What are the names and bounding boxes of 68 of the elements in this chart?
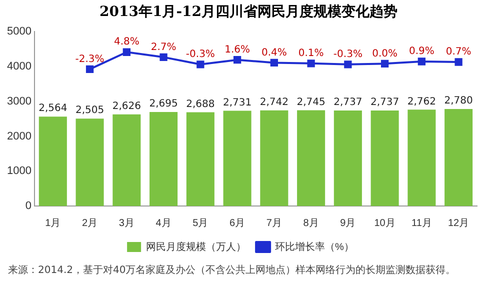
bar: [223, 110, 252, 206]
bar: [38, 116, 67, 206]
point: [380, 60, 389, 68]
data-label: 0.7%: [446, 46, 472, 58]
point: [270, 58, 278, 67]
data-label: 2.7%: [150, 42, 176, 53]
data-label: 2,505: [75, 105, 104, 116]
bar: [112, 114, 141, 206]
x-tick-label: 12月: [448, 218, 470, 229]
bar: [76, 118, 104, 206]
point: [307, 60, 315, 68]
data-label: 1.6%: [224, 44, 250, 56]
x-tick-label: 1月: [45, 218, 61, 229]
legend-label: 环比增长率（%）: [275, 240, 354, 253]
bar: [444, 109, 473, 206]
x-tick-label: 5月: [192, 218, 208, 229]
y-tick-label: 3000: [6, 95, 32, 108]
bar: [408, 110, 436, 206]
y-tick-label: 4000: [6, 60, 32, 73]
data-label: -0.3%: [333, 48, 362, 60]
data-label: 2,737: [334, 97, 362, 108]
data-label: 2,742: [260, 96, 288, 108]
point: [86, 65, 94, 74]
bar: [260, 110, 288, 206]
y-tick-label: 0: [25, 200, 32, 212]
x-tick-label: 6月: [230, 218, 246, 229]
data-label: 2,695: [149, 98, 178, 110]
data-label: 0.1%: [298, 48, 324, 60]
data-label: 0.4%: [261, 47, 287, 58]
data-label: 2,564: [38, 103, 68, 114]
x-tick-label: 7月: [266, 218, 282, 229]
bar: [370, 110, 399, 206]
x-tick-label: 8月: [303, 218, 319, 229]
point: [233, 56, 242, 64]
data-label: -2.3%: [75, 54, 104, 65]
bar: [186, 112, 214, 206]
legend-label: 网民月度规模（万人）: [146, 240, 246, 253]
bar: [334, 110, 362, 206]
point: [454, 58, 462, 66]
data-label: -0.3%: [186, 48, 215, 60]
y-tick-label: 1000: [6, 165, 32, 178]
source-note: 来源：2014.2，基于对40万名家庭及办公（不含公共上网地点）样本网络行为的长期监测数据获得。: [7, 264, 457, 278]
point: [160, 53, 168, 62]
data-label: 2,731: [222, 97, 252, 108]
x-tick-label: 4月: [156, 218, 172, 229]
data-label: 0.9%: [408, 46, 434, 58]
y-tick-label: 5000: [6, 26, 32, 38]
data-label: 0.0%: [372, 48, 398, 60]
data-label: 2,626: [112, 101, 141, 112]
bar: [150, 112, 178, 206]
x-tick-label: 2月: [82, 218, 98, 229]
bar: [297, 110, 326, 206]
data-label: 2,762: [407, 96, 436, 108]
data-label: 4.8%: [114, 36, 140, 48]
data-label: 2,737: [370, 97, 400, 108]
x-tick-label: 3月: [118, 218, 134, 229]
data-label: 2,780: [444, 96, 473, 107]
data-label: 2,688: [186, 98, 215, 110]
y-tick-label: 2000: [6, 130, 32, 142]
data-label: 2,745: [296, 96, 326, 108]
point: [344, 60, 352, 68]
point: [122, 48, 130, 56]
x-tick-label: 11月: [411, 218, 432, 229]
point: [418, 58, 426, 66]
x-tick-label: 9月: [340, 218, 356, 229]
chart-title: 2013年1月-12月四川省网民月度规模变化趋势: [98, 2, 398, 22]
x-tick-label: 10月: [374, 218, 396, 229]
point: [196, 60, 204, 68]
